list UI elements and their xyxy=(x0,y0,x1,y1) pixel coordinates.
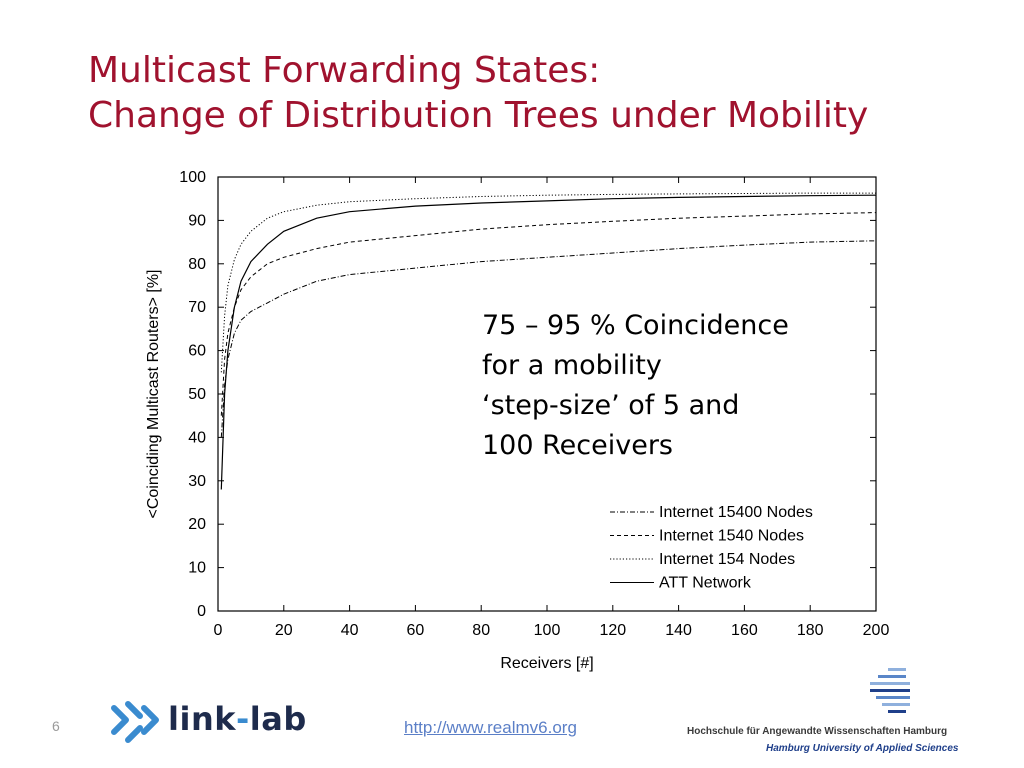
annotation-line-3: ‘step-size’ of 5 and xyxy=(482,390,740,421)
x-tick-label: 20 xyxy=(275,622,293,639)
annotation-text: 75 – 95 % Coincidence for a mobility ‘st… xyxy=(482,306,852,466)
legend: Internet 15400 Nodes Internet 1540 Nodes I… xyxy=(610,504,813,592)
linklab-part1: link xyxy=(168,700,236,738)
slide-title-line-1: Multicast Forwarding States: xyxy=(88,50,601,91)
y-tick-label: 20 xyxy=(188,516,206,533)
legend-label-1: Internet 1540 Nodes xyxy=(659,528,804,545)
y-axis-label: <Coinciding Multicast Routers> [%] xyxy=(145,270,162,519)
y-tick-label: 10 xyxy=(188,560,206,577)
x-tick-label: 160 xyxy=(731,622,758,639)
x-axis-label: Receivers [#] xyxy=(500,655,593,672)
x-tick-label: 180 xyxy=(797,622,824,639)
y-tick-label: 70 xyxy=(188,299,206,316)
linklab-dash: - xyxy=(236,700,250,738)
y-tick-label: 50 xyxy=(188,386,206,403)
y-tick-label: 80 xyxy=(188,256,206,273)
y-tick-label: 100 xyxy=(179,169,206,186)
series-line-3 xyxy=(220,194,877,490)
y-tick-label: 30 xyxy=(188,473,206,490)
y-tick-label: 0 xyxy=(197,603,206,620)
annotation-line-2: for a mobility xyxy=(482,350,662,381)
legend-label-0: Internet 15400 Nodes xyxy=(659,504,813,521)
series-line-2 xyxy=(220,192,876,373)
x-tick-label: 140 xyxy=(665,622,692,639)
annotation-line-4: 100 Receivers xyxy=(482,430,673,461)
legend-label-2: Internet 154 Nodes xyxy=(659,551,795,568)
linklab-mark-icon xyxy=(111,701,159,743)
slide-title: Multicast Forwarding States: Change of D… xyxy=(88,48,868,138)
haw-hamburg-logo: Hochschule für Angewandte Wissenschaften… xyxy=(680,660,1000,760)
haw-name-german: Hochschule für Angewandte Wissenschaften… xyxy=(687,726,948,737)
linklab-wordmark: link-lab xyxy=(168,700,307,738)
y-tick-label: 90 xyxy=(188,212,206,229)
legend-label-3: ATT Network xyxy=(659,575,752,592)
plot-frame xyxy=(217,176,877,612)
haw-stripes-icon xyxy=(870,668,910,713)
x-tick-label: 100 xyxy=(534,622,561,639)
x-tick-label: 60 xyxy=(407,622,425,639)
series-line-0 xyxy=(220,240,877,438)
website-link[interactable]: http://www.realmv6.org xyxy=(404,718,577,737)
haw-name-english: Hamburg University of Applied Sciences xyxy=(766,743,959,754)
x-tick-label: 40 xyxy=(341,622,359,639)
x-tick-label: 80 xyxy=(472,622,490,639)
page-number: 6 xyxy=(52,718,60,734)
linklab-part2: lab xyxy=(249,700,307,738)
y-tick-label: 40 xyxy=(188,429,206,446)
x-tick-label: 120 xyxy=(599,622,626,639)
annotation-line-1: 75 – 95 % Coincidence xyxy=(482,310,789,341)
slide-title-line-2: Change of Distribution Trees under Mobil… xyxy=(88,95,869,136)
x-tick-label: 200 xyxy=(863,622,890,639)
x-tick-label: 0 xyxy=(214,622,223,639)
y-tick-label: 60 xyxy=(188,343,206,360)
